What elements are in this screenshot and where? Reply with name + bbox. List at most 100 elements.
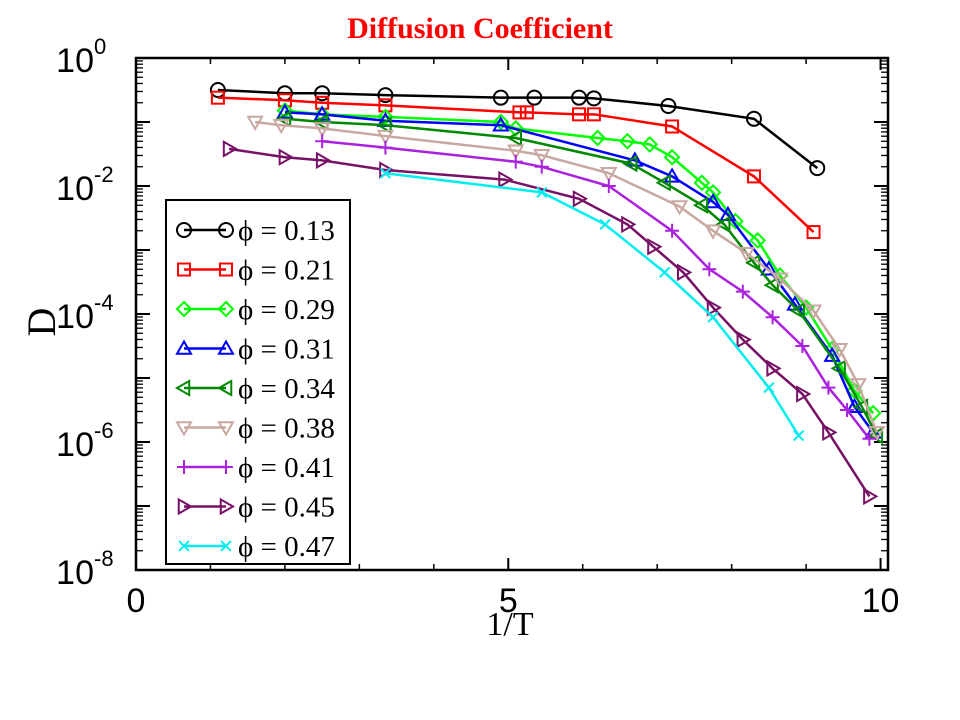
data-point bbox=[665, 223, 680, 238]
data-point bbox=[246, 115, 264, 132]
series-line bbox=[217, 88, 819, 170]
legend-marker bbox=[218, 222, 234, 238]
legend-marker bbox=[177, 497, 194, 516]
legend-marker bbox=[175, 339, 193, 355]
data-point bbox=[379, 167, 392, 179]
y-tick-label: 10 bbox=[56, 298, 94, 336]
data-point bbox=[533, 149, 551, 165]
legend-entry: ϕ = 0.41 bbox=[177, 452, 335, 484]
series-line bbox=[322, 139, 871, 440]
legend-entry: ϕ = 0.34 bbox=[174, 373, 335, 405]
series-7 bbox=[222, 140, 879, 506]
data-point bbox=[737, 246, 756, 263]
data-point bbox=[789, 302, 805, 320]
data-point bbox=[492, 89, 509, 106]
data-point bbox=[512, 105, 527, 120]
data-point bbox=[315, 134, 330, 149]
data-point bbox=[498, 170, 514, 189]
data-point bbox=[209, 82, 226, 98]
data-point bbox=[621, 215, 637, 234]
legend-label: ϕ = 0.45 bbox=[238, 492, 335, 524]
data-point bbox=[766, 359, 782, 378]
data-point bbox=[534, 159, 549, 174]
data-point bbox=[506, 129, 522, 147]
y-axis-label: D bbox=[19, 308, 64, 337]
data-point bbox=[641, 135, 659, 153]
data-point bbox=[821, 380, 836, 395]
series-line bbox=[228, 147, 871, 498]
data-point bbox=[378, 140, 393, 155]
y-tick-label: 10 bbox=[56, 426, 94, 464]
series-layer bbox=[209, 82, 886, 506]
legend-entry: ϕ = 0.47 bbox=[178, 531, 335, 563]
legend-box bbox=[165, 199, 351, 565]
data-point bbox=[707, 311, 719, 323]
data-point bbox=[704, 192, 722, 209]
data-point bbox=[572, 190, 589, 208]
legend-entry: ϕ = 0.21 bbox=[177, 255, 335, 287]
legend-label: ϕ = 0.41 bbox=[238, 452, 335, 484]
legend-marker bbox=[217, 300, 235, 318]
data-point bbox=[795, 339, 810, 353]
data-point bbox=[868, 426, 886, 442]
data-point bbox=[665, 119, 680, 134]
legend-marker bbox=[178, 540, 190, 552]
data-point bbox=[692, 196, 709, 214]
data-point bbox=[618, 132, 636, 150]
data-point bbox=[763, 381, 775, 394]
legend-label: ϕ = 0.13 bbox=[238, 215, 335, 247]
data-point bbox=[377, 108, 394, 126]
series-8 bbox=[379, 167, 805, 442]
legend: ϕ = 0.13 ϕ = 0.21 ϕ = 0.29 ϕ = 0.31 ϕ = 0.34… bbox=[165, 199, 351, 565]
data-point bbox=[506, 144, 525, 160]
data-point bbox=[377, 87, 394, 104]
data-point bbox=[715, 215, 731, 234]
data-point bbox=[830, 342, 849, 359]
data-point bbox=[659, 266, 671, 279]
legend-entry: ϕ = 0.29 bbox=[175, 294, 335, 326]
data-point bbox=[719, 205, 737, 222]
data-point bbox=[572, 107, 587, 122]
legend-marker bbox=[216, 379, 233, 397]
data-point bbox=[793, 429, 805, 442]
legend-marker bbox=[219, 497, 236, 516]
legend-entry: ϕ = 0.13 bbox=[176, 215, 335, 247]
legend-label: ϕ = 0.21 bbox=[238, 255, 335, 287]
data-point bbox=[507, 119, 525, 137]
data-point bbox=[862, 431, 877, 446]
data-point bbox=[508, 154, 523, 169]
data-point bbox=[840, 403, 855, 417]
legend-label: ϕ = 0.34 bbox=[238, 373, 335, 405]
data-point bbox=[492, 116, 510, 132]
x-tick-label: 5 bbox=[499, 582, 518, 620]
data-point bbox=[586, 107, 601, 122]
data-point bbox=[600, 166, 618, 183]
data-point bbox=[676, 263, 693, 282]
data-point bbox=[660, 98, 677, 114]
data-point bbox=[771, 272, 789, 288]
data-point bbox=[210, 90, 225, 105]
data-point bbox=[704, 183, 722, 201]
data-point bbox=[863, 487, 879, 506]
data-point bbox=[796, 385, 812, 403]
data-point bbox=[376, 129, 395, 146]
data-point bbox=[519, 105, 534, 120]
y-tick-exponent: -6 bbox=[94, 418, 114, 443]
data-point bbox=[736, 330, 752, 349]
y-tick-exponent: -8 bbox=[94, 546, 114, 571]
data-point bbox=[745, 110, 762, 127]
legend-label: ϕ = 0.31 bbox=[238, 334, 335, 366]
series-6 bbox=[315, 134, 877, 446]
legend-marker bbox=[219, 460, 233, 474]
data-point bbox=[376, 116, 392, 134]
data-point bbox=[536, 186, 548, 199]
data-point bbox=[749, 231, 767, 249]
data-point bbox=[589, 129, 607, 147]
data-point bbox=[706, 298, 723, 317]
data-point bbox=[663, 148, 681, 166]
series-5 bbox=[246, 115, 886, 442]
data-point bbox=[278, 148, 294, 166]
data-point bbox=[763, 276, 779, 294]
